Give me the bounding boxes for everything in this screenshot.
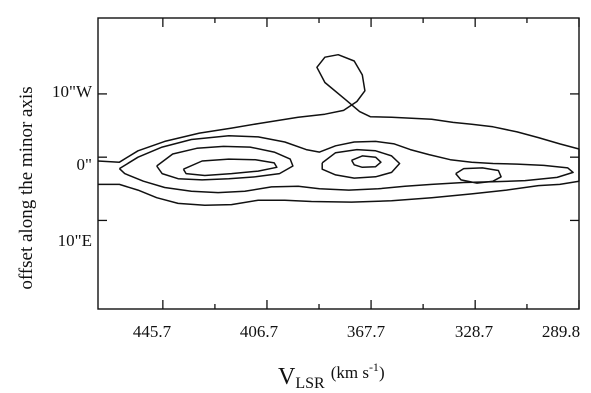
y-tick-labels: 10"W 0" 10"E bbox=[52, 82, 93, 250]
x-axis-label-unit-exponent: -1 bbox=[369, 360, 379, 374]
y-axis-label: offset along the minor axis bbox=[16, 86, 37, 289]
axis-ticks bbox=[98, 18, 580, 309]
x-tick-label-406-7: 406.7 bbox=[240, 322, 279, 341]
contour-level-3-2 bbox=[156, 145, 294, 181]
y-tick-label-10w: 10"W bbox=[52, 82, 93, 101]
x-axis-label-unit: (km s bbox=[331, 363, 369, 382]
contour-level-5-4 bbox=[182, 158, 278, 177]
y-tick-label-0: 0" bbox=[77, 155, 92, 174]
contour-level-4-6 bbox=[455, 167, 502, 184]
plot-frame bbox=[97, 17, 580, 310]
x-axis-label-main: V bbox=[278, 364, 296, 390]
contour-level-5-5 bbox=[350, 155, 382, 169]
x-axis-label: VLSR (km s-1) bbox=[278, 360, 385, 392]
y-tick-label-10e: 10"E bbox=[58, 231, 92, 250]
contour-level-4-3 bbox=[321, 148, 401, 179]
x-axis-label-subscript: LSR bbox=[295, 375, 325, 392]
x-tick-label-289-8: 289.8 bbox=[542, 322, 580, 341]
x-tick-label-328-7: 328.7 bbox=[455, 322, 494, 341]
x-tick-labels: 445.7 406.7 367.7 328.7 289.8 bbox=[133, 322, 580, 341]
x-tick-label-445-7: 445.7 bbox=[133, 322, 172, 341]
contour-level-2-1 bbox=[118, 134, 574, 194]
x-axis-label-unit-close: ) bbox=[379, 363, 385, 382]
x-tick-label-367-7: 367.7 bbox=[347, 322, 386, 341]
contour-lines bbox=[97, 53, 580, 207]
contour-level-1-0 bbox=[97, 53, 580, 207]
